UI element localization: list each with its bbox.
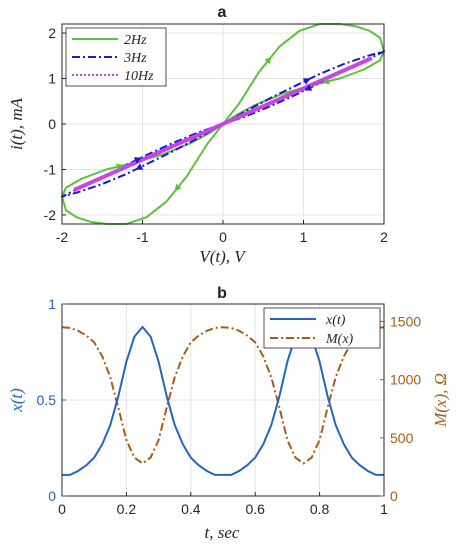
panel-b-ytick-label-left: 0.5 [37, 392, 57, 408]
panel-b-series [61, 325, 385, 476]
panel-a-legend: 2Hz 3Hz 10Hz [65, 27, 167, 87]
series-3hz-arrow [302, 78, 311, 85]
panel-a-xtick-label: 1 [300, 229, 308, 245]
panel-b-legend: x(t) M(x) [263, 307, 381, 349]
series-2hz-arrow [264, 56, 272, 65]
series-10hz-line [73, 56, 373, 192]
panel-a-xtick-label: 2 [380, 229, 388, 245]
panel-a-ytick-label: 2 [48, 25, 56, 41]
panel-b-title: b [217, 285, 227, 302]
series-3hz-arrow [135, 163, 144, 170]
panel-b-xtick-label: 0 [58, 501, 66, 517]
panel-a-xlabel: V(t), V [199, 247, 247, 266]
panel-a-title: a [218, 4, 227, 21]
series-2hz-arrow [322, 77, 330, 85]
legend-label-2hz: 2Hz [124, 33, 147, 48]
panel-a-ylabel: i(t), mA [7, 97, 26, 150]
series-xt-line [62, 325, 384, 476]
panel-b-ytick-label-right: 500 [390, 430, 414, 446]
series-mx-line [61, 326, 385, 465]
panel-b-xtick-label: 0.6 [245, 501, 265, 517]
legend-label-3hz: 3Hz [123, 51, 147, 66]
legend-label-mx: M(x) [325, 332, 354, 347]
panel-b-ytick-label-right: 0 [390, 488, 398, 504]
panel-b-ytick-label-left: 1 [48, 296, 56, 312]
panel-a-ytick-label: -1 [44, 161, 57, 177]
panel-a-ticks: -2 -1 0 1 2 -2 -1 0 1 2 [44, 25, 389, 245]
panel-b-xtick-label: 1 [380, 501, 388, 517]
series-2hz-arrow [116, 163, 124, 171]
panel-b-xlabel: t, sec [205, 523, 240, 542]
panel-b-ytick-label-left: 0 [48, 488, 56, 504]
panel-b-xtick-label: 0.8 [310, 501, 330, 517]
panel-b-xtick-label: 0.2 [117, 501, 137, 517]
panel-b-ytick-label-right: 1500 [390, 313, 421, 329]
panel-a-xtick-label: -2 [56, 229, 69, 245]
panel-a: -2 -1 0 1 2 -2 -1 0 1 2 V(t), V i(t), mA 2Hz 3Hz … [7, 23, 389, 266]
panel-a-direction-arrows [116, 56, 330, 192]
series-3hz-arrow [133, 157, 142, 164]
panel-a-ytick-label: 0 [48, 116, 56, 132]
legend-label-xt: x(t) [325, 313, 346, 328]
panel-b-xtick-label: 0.4 [181, 501, 201, 517]
panel-a-ytick-label: 1 [48, 71, 56, 87]
panel-a-xtick-label: -1 [136, 229, 149, 245]
panel-b-ytick-label-right: 1000 [390, 372, 421, 388]
series-3hz-arrow [304, 84, 313, 91]
panel-b-ylabel-right: M(x), Ω [431, 373, 450, 428]
panel-b-legend-box [263, 307, 381, 349]
panel-a-ytick-label: -2 [44, 207, 57, 223]
series-2hz-arrow [174, 183, 182, 192]
legend-label-10hz: 10Hz [124, 69, 154, 84]
panel-b-ylabel-left: x(t) [7, 388, 26, 413]
panel-a-xtick-label: 0 [219, 229, 227, 245]
